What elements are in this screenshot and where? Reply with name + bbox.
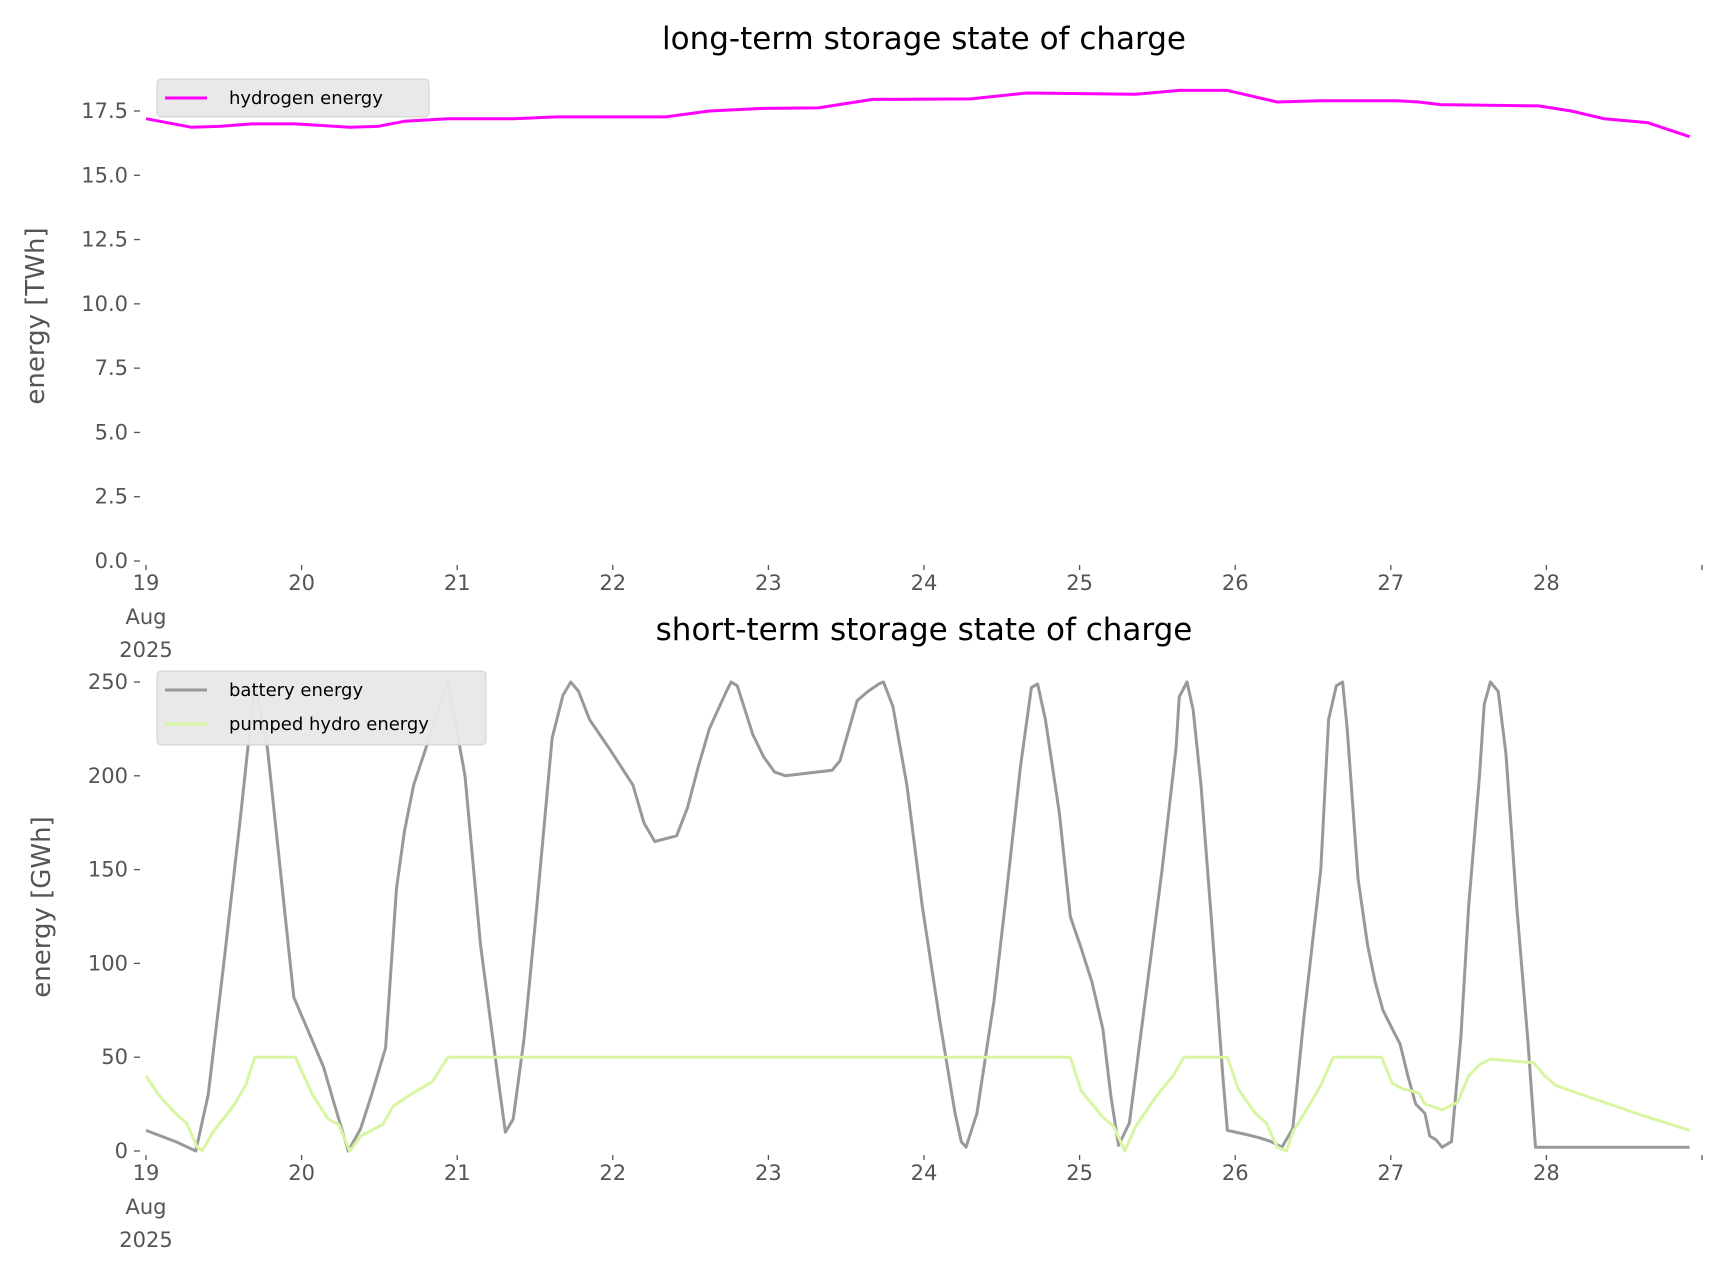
top-legend: [156, 78, 430, 118]
bottom-legend-label: pumped hydro energy: [229, 714, 429, 735]
bottom-ytick-label: 100: [88, 951, 128, 975]
bottom-ytick-label: 250: [88, 670, 128, 694]
bottom-legend-label: battery energy: [229, 680, 363, 701]
bottom-legend: [156, 670, 487, 746]
bottom-xtick-label: 21: [444, 1161, 471, 1185]
top-xtick-label: 21: [444, 571, 471, 595]
top-xtick-label: 23: [755, 571, 782, 595]
bottom-chart-ylabel: energy [GWh]: [27, 816, 57, 997]
top-series-hydrogen-energy: [145, 88, 1691, 139]
bottom-chart-title: short-term storage state of charge: [656, 612, 1193, 648]
bottom-ytick-label: 50: [101, 1045, 128, 1069]
bottom-xtick-label: 28: [1533, 1161, 1560, 1185]
top-ytick-label: 10.0: [81, 292, 128, 316]
bottom-series-pumped-hydro-energy: [144, 1055, 1691, 1153]
bottom-xtick-year: 2025: [119, 1228, 172, 1252]
bottom-xtick-label: 19: [133, 1161, 160, 1185]
bottom-xtick-label: 27: [1377, 1161, 1404, 1185]
bottom-xtick-label: 26: [1222, 1161, 1249, 1185]
top-ytick-label: 0.0: [95, 549, 128, 573]
top-xtick-label: 25: [1066, 571, 1093, 595]
bottom-xtick-label: 25: [1066, 1161, 1093, 1185]
bottom-xtick-month: Aug: [125, 1195, 166, 1219]
top-xtick-label: 22: [599, 571, 626, 595]
top-chart-title: long-term storage state of charge: [662, 21, 1186, 57]
bottom-ytick-label: 200: [88, 764, 128, 788]
bottom-xtick-label: 20: [288, 1161, 315, 1185]
bottom-xtick-label: 23: [755, 1161, 782, 1185]
bottom-ytick-label: 0: [115, 1139, 128, 1163]
top-ytick-label: 7.5: [95, 356, 128, 380]
bottom-ytick-label: 150: [88, 858, 128, 882]
top-ytick-label: 15.0: [81, 163, 128, 187]
top-xtick-label: 28: [1533, 571, 1560, 595]
top-ytick-label: 5.0: [95, 420, 128, 444]
top-xtick-label: 27: [1377, 571, 1404, 595]
bottom-series-battery-energy: [145, 680, 1690, 1153]
top-ytick-label: 17.5: [81, 99, 128, 123]
top-xtick-month: Aug: [125, 605, 166, 629]
top-xtick-label: 20: [288, 571, 315, 595]
top-ytick-label: 12.5: [81, 228, 128, 252]
top-ytick-label: 2.5: [95, 485, 128, 509]
bottom-xtick-label: 22: [599, 1161, 626, 1185]
top-xtick-year: 2025: [119, 638, 172, 662]
top-chart-ylabel: energy [TWh]: [21, 227, 51, 404]
bottom-xtick-label: 24: [911, 1161, 938, 1185]
top-legend-label: hydrogen energy: [229, 88, 383, 109]
top-xtick-label: 26: [1222, 571, 1249, 595]
top-xtick-label: 19: [133, 571, 160, 595]
top-xtick-label: 24: [911, 571, 938, 595]
